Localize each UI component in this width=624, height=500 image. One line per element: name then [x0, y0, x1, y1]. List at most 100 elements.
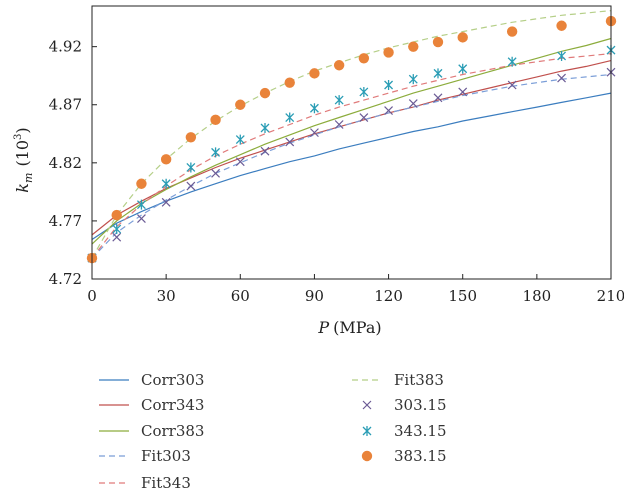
series-343-15-point-glyph	[136, 199, 146, 210]
series-303-15-point	[507, 80, 517, 90]
series-303-15-point-glyph	[458, 87, 468, 97]
y-axis-label-close: )	[13, 127, 32, 133]
series-303-15-point	[310, 128, 319, 138]
series-343-15-point-glyph	[433, 68, 443, 79]
series-343-15-point	[235, 134, 245, 145]
series-343-15-point	[309, 103, 319, 114]
x-tick-label: 210	[597, 287, 624, 305]
x-tick-label: 90	[305, 287, 324, 305]
y-axis-label-symbol: k	[13, 183, 32, 193]
series-383-15-point	[284, 77, 295, 88]
legend-item-fit383: Fit383	[352, 371, 444, 389]
y-axis-label-subscript: m	[22, 173, 35, 183]
series-343-15-point	[433, 68, 443, 79]
series-383-15-point	[432, 36, 444, 48]
series-303-15-point-glyph	[433, 93, 443, 103]
series-343-15-point-glyph	[359, 86, 369, 97]
series-303-15-point-glyph	[112, 232, 122, 242]
series-343-15-point	[112, 224, 122, 235]
series-303-15-point-glyph	[408, 99, 418, 109]
legend-item-corr383: Corr383	[99, 422, 204, 440]
x-axis-label-unit: (MPa)	[333, 318, 381, 337]
series-343-15-point	[161, 178, 171, 189]
series-layer	[86, 10, 617, 264]
series-303-15-point	[408, 99, 418, 109]
x-tick-label: 0	[87, 287, 97, 305]
legend-item-383-15-swatch	[361, 450, 373, 462]
legend-item-343-15: 343.15	[362, 422, 447, 440]
axes-layer: 0 30 60 90 120 150 180 210 4.72 4.77 4.82 4.87 4.92	[49, 5, 624, 305]
series-383-15-point	[160, 154, 172, 165]
legend-item-303-15-label: 303.15	[394, 396, 447, 414]
x-tick-label: 150	[448, 287, 477, 305]
series-fit343-line	[91, 53, 612, 259]
series-343-15-point-glyph	[285, 112, 295, 123]
series-303-15-point	[260, 146, 270, 156]
series-corr343-line	[91, 60, 612, 236]
series-343-15-point	[359, 86, 369, 97]
series-343-15-point	[507, 56, 517, 67]
series-303-15-point-glyph	[384, 106, 393, 115]
series-343-15-point-glyph	[309, 103, 319, 114]
x-tick-label: 120	[374, 287, 403, 305]
y-tick-label: 4.82	[49, 154, 82, 172]
legend-item-fit343: Fit343	[99, 474, 191, 492]
legend-item-corr303: Corr303	[99, 371, 204, 389]
legend-item-343-15-swatch	[362, 426, 372, 436]
x-axis-label: P (MPa)	[317, 318, 381, 337]
series-303-15-point-glyph	[507, 80, 517, 90]
x-tick-label: 180	[523, 287, 552, 305]
series-303-15-point	[211, 168, 220, 178]
series-303-15-point-glyph	[161, 197, 171, 207]
series-383-15-point	[383, 47, 394, 58]
series-343-15-point	[211, 147, 221, 158]
x-axis-label-symbol: P	[317, 318, 329, 337]
y-axis-label: km (103)	[13, 127, 35, 192]
series-303-15-point-glyph	[334, 120, 344, 129]
legend-item-fit383-label: Fit383	[394, 371, 444, 389]
plot-frame	[91, 5, 612, 280]
series-383-15-point	[333, 60, 345, 71]
series-303-15-point-glyph	[260, 146, 270, 156]
series-343-15-point	[260, 122, 270, 133]
series-343-15-point	[557, 50, 567, 61]
series-343-15-point-glyph	[211, 147, 221, 158]
legend-item-corr343: Corr343	[99, 396, 204, 414]
series-303-15-point	[285, 137, 295, 147]
legend-item-fit343-label: Fit343	[141, 474, 191, 492]
series-343-15-point-glyph	[112, 224, 122, 235]
series-303-15-point	[112, 232, 122, 242]
series-343-15-point-glyph	[384, 79, 394, 90]
y-tick-label: 4.92	[49, 38, 82, 56]
series-343-15-point	[384, 79, 394, 90]
series-343-15-point	[334, 95, 344, 106]
series-303-15-point-glyph	[557, 73, 566, 83]
series-383-15-point	[408, 41, 419, 52]
series-corr383-line	[91, 37, 612, 245]
legend-item-343-15-label: 343.15	[394, 422, 447, 440]
series-383-15-point	[111, 209, 122, 221]
y-tick-label: 4.77	[49, 212, 82, 230]
series-303-15-point-glyph	[235, 157, 245, 167]
series-343-15-point-glyph	[557, 50, 567, 61]
series-303-15-point	[137, 214, 146, 224]
series-fit383-line	[91, 10, 612, 259]
legend-item-fit303-label: Fit303	[141, 447, 191, 465]
series-303-15-point-glyph	[310, 128, 319, 138]
series-343-15-point-glyph	[458, 63, 468, 74]
series-343-15-point-glyph	[507, 56, 517, 67]
series-303-15-point	[384, 106, 393, 115]
series-303-15-point	[433, 93, 443, 103]
series-343-15-point-glyph	[161, 178, 171, 189]
series-383-15-point	[556, 20, 567, 31]
series-343-15-point	[186, 162, 196, 173]
series-343-15-point-glyph	[408, 74, 418, 85]
series-303-15-point	[334, 120, 344, 129]
series-303-15-point	[235, 157, 245, 167]
series-383-15-point	[309, 68, 320, 79]
legend-item-fit303: Fit303	[99, 447, 191, 465]
legend-item-303-15: 303.15	[362, 396, 447, 414]
series-303-15-point	[186, 181, 196, 191]
series-343-15-point	[285, 112, 295, 123]
series-343-15-point-glyph	[235, 134, 245, 145]
